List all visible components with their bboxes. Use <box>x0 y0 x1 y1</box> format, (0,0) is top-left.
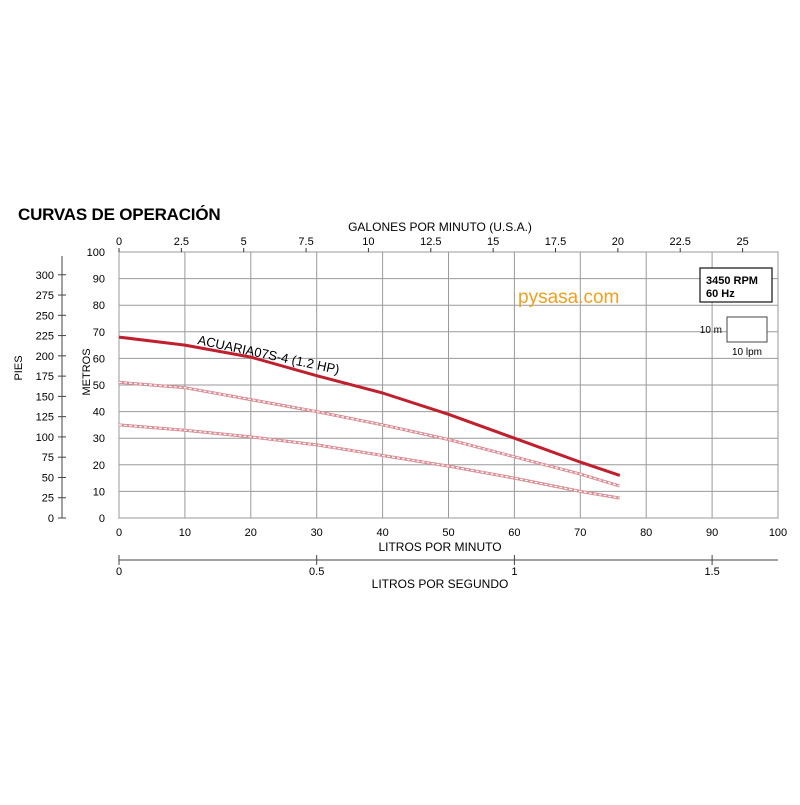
y-tick-label: 20 <box>93 460 105 472</box>
series-label: ACUARIA07S-4 (1.2 HP) <box>196 332 340 377</box>
feet-axis-label: PIES <box>13 355 25 380</box>
y-tick-label: 100 <box>87 247 105 259</box>
feet-tick-label: 125 <box>36 412 54 424</box>
feet-tick-label: 100 <box>36 432 54 444</box>
feet-tick-label: 200 <box>36 351 54 363</box>
rating-rpm: 3450 RPM <box>706 275 758 287</box>
lps-tick-label: 0.5 <box>309 566 324 578</box>
x-tick-label: 50 <box>442 527 454 539</box>
feet-tick-label: 275 <box>36 290 54 302</box>
y-tick-label: 60 <box>93 353 105 365</box>
y-tick-label: 0 <box>99 513 105 525</box>
series-line-secondary <box>118 380 621 488</box>
lps-tick-label: 0 <box>116 566 122 578</box>
series-line-main <box>118 335 621 477</box>
y-tick-label: 50 <box>93 380 105 392</box>
top-tick-label: 22.5 <box>670 236 691 248</box>
rating-hz: 60 Hz <box>706 288 735 300</box>
lps-axis-label: LITROS POR SEGUNDO <box>372 577 509 591</box>
top-tick-label: 15 <box>487 236 499 248</box>
feet-tick-label: 50 <box>42 472 54 484</box>
x-tick-label: 30 <box>311 527 323 539</box>
x-tick-label: 40 <box>376 527 388 539</box>
scale-box <box>726 316 768 343</box>
top-axis-label: GALONES POR MINUTO (U.S.A.) <box>348 220 532 234</box>
feet-tick-label: 300 <box>36 270 54 282</box>
x-tick-label: 80 <box>640 527 652 539</box>
x-axis-label: LITROS POR MINUTO <box>378 540 501 554</box>
top-tick-label: 25 <box>736 236 748 248</box>
feet-tick-label: 225 <box>36 331 54 343</box>
feet-tick-label: 250 <box>36 310 54 322</box>
top-tick-label: 10 <box>362 236 374 248</box>
x-tick-label: 60 <box>508 527 520 539</box>
top-tick-label: 2.5 <box>174 236 189 248</box>
top-tick-label: 0 <box>116 236 122 248</box>
chart-title: CURVAS DE OPERACIÓN <box>18 205 221 224</box>
x-tick-label: 10 <box>179 527 191 539</box>
series-line-secondary <box>118 423 621 500</box>
x-tick-label: 90 <box>706 527 718 539</box>
x-tick-label: 70 <box>574 527 586 539</box>
top-tick-label: 7.5 <box>298 236 313 248</box>
y-tick-label: 90 <box>93 274 105 286</box>
scale-horizontal-label: 10 lpm <box>732 347 762 358</box>
rating-box <box>699 267 773 303</box>
x-tick-label: 100 <box>769 527 787 539</box>
x-tick-label: 0 <box>116 527 122 539</box>
top-tick-label: 5 <box>241 236 247 248</box>
feet-tick-label: 175 <box>36 371 54 383</box>
feet-tick-label: 150 <box>36 391 54 403</box>
x-tick-label: 20 <box>245 527 257 539</box>
y-tick-label: 80 <box>93 300 105 312</box>
lps-tick-label: 1 <box>511 566 517 578</box>
lps-tick-label: 1.5 <box>704 566 719 578</box>
y-tick-label: 70 <box>93 327 105 339</box>
y-tick-label: 10 <box>93 486 105 498</box>
top-tick-label: 17.5 <box>545 236 566 248</box>
feet-tick-label: 0 <box>48 513 54 525</box>
feet-tick-label: 75 <box>42 452 54 464</box>
y-axis-label: METROS <box>81 348 93 395</box>
y-tick-label: 40 <box>93 407 105 419</box>
series-line-secondary-inner <box>118 424 620 499</box>
y-tick-label: 30 <box>93 433 105 445</box>
top-tick-label: 20 <box>612 236 624 248</box>
watermark-text: pysasa.com <box>518 287 619 308</box>
top-tick-label: 12.5 <box>420 236 441 248</box>
feet-tick-label: 25 <box>42 493 54 505</box>
scale-vertical-label: 10 m <box>700 325 722 336</box>
series-line-secondary-inner <box>118 381 620 487</box>
